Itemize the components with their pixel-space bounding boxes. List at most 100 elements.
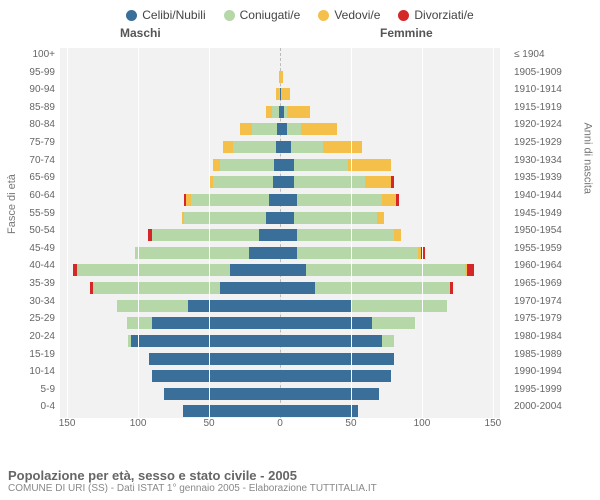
- bar-segment: [135, 247, 249, 259]
- bar-segment: [287, 106, 310, 118]
- birth-label: 1930-1934: [510, 154, 599, 168]
- bar-segment: [191, 194, 269, 206]
- bar-segment: [149, 353, 280, 365]
- bar-stack-male: [152, 370, 280, 382]
- gridline: [422, 48, 423, 418]
- caption-subtitle: COMUNE DI URI (SS) - Dati ISTAT 1° genna…: [8, 483, 377, 494]
- bar-stack-male: [135, 247, 280, 259]
- bar-segment: [294, 212, 376, 224]
- gridline: [209, 48, 210, 418]
- legend-swatch: [224, 10, 235, 21]
- legend: Celibi/NubiliConiugati/eVedovi/eDivorzia…: [0, 0, 600, 26]
- birth-label: 1910-1914: [510, 83, 599, 97]
- bar-segment: [297, 247, 418, 259]
- bar-stack-male: [209, 176, 280, 188]
- pyramid-row: [60, 281, 500, 299]
- legend-swatch: [126, 10, 137, 21]
- bar-segment: [280, 405, 358, 417]
- age-label: 30-34: [0, 295, 55, 309]
- bar-segment: [394, 229, 401, 241]
- bar-segment: [152, 370, 280, 382]
- legend-item: Celibi/Nubili: [126, 8, 205, 22]
- bar-segment: [152, 229, 258, 241]
- bar-segment: [233, 141, 276, 153]
- birth-label: 1960-1964: [510, 259, 599, 273]
- age-label: 75-79: [0, 136, 55, 150]
- birth-label: 2000-2004: [510, 400, 599, 414]
- bar-segment: [377, 212, 384, 224]
- bar-segment: [323, 141, 363, 153]
- x-tick: 50: [345, 418, 356, 429]
- age-label: 50-54: [0, 224, 55, 238]
- x-tick: 100: [414, 418, 431, 429]
- pyramid-row: [60, 334, 500, 352]
- bar-stack-female: [280, 317, 415, 329]
- birth-label: 1940-1944: [510, 189, 599, 203]
- y-axis-left: 100+95-9990-9485-8980-8475-7970-7465-696…: [0, 48, 60, 418]
- bar-segment: [281, 88, 290, 100]
- bar-segment: [259, 229, 280, 241]
- bar-segment: [93, 282, 221, 294]
- bar-segment: [291, 141, 322, 153]
- bar-segment: [315, 282, 450, 294]
- bar-segment: [280, 300, 351, 312]
- x-tick: 100: [130, 418, 147, 429]
- bar-segment: [240, 123, 251, 135]
- x-axis: 15010050050100150: [60, 418, 500, 436]
- bar-segment: [294, 159, 348, 171]
- bar-segment: [280, 194, 297, 206]
- pyramid-row: [60, 246, 500, 264]
- bar-segment: [164, 388, 280, 400]
- bar-segment: [450, 282, 453, 294]
- pyramid-row: [60, 87, 500, 105]
- bar-segment: [252, 123, 278, 135]
- pyramid-row: [60, 140, 500, 158]
- bar-segment: [280, 159, 294, 171]
- bar-stack-male: [148, 229, 280, 241]
- age-label: 5-9: [0, 383, 55, 397]
- age-label: 0-4: [0, 400, 55, 414]
- bar-stack-female: [280, 264, 474, 276]
- bar-stack-female: [280, 229, 401, 241]
- birth-label: 1925-1929: [510, 136, 599, 150]
- pyramid-row: [60, 316, 500, 334]
- caption: Popolazione per età, sesso e stato civil…: [8, 468, 377, 494]
- birth-label: 1970-1974: [510, 295, 599, 309]
- birth-label: 1980-1984: [510, 330, 599, 344]
- y-axis-right: ≤ 19041905-19091910-19141915-19191920-19…: [510, 48, 600, 418]
- bar-segment: [351, 300, 448, 312]
- birth-label: 1905-1909: [510, 66, 599, 80]
- pyramid-row: [60, 299, 500, 317]
- legend-swatch: [398, 10, 409, 21]
- bar-stack-female: [280, 123, 337, 135]
- birth-label: 1995-1999: [510, 383, 599, 397]
- bar-segment: [117, 300, 188, 312]
- x-tick: 50: [203, 418, 214, 429]
- header-male: Maschi: [120, 26, 161, 40]
- age-label: 95-99: [0, 66, 55, 80]
- pyramid-row: [60, 263, 500, 281]
- age-label: 35-39: [0, 277, 55, 291]
- bar-stack-male: [127, 317, 280, 329]
- bar-stack-female: [280, 388, 379, 400]
- gridline: [67, 48, 68, 418]
- birth-label: 1935-1939: [510, 171, 599, 185]
- age-label: 25-29: [0, 312, 55, 326]
- bar-segment: [77, 264, 230, 276]
- bar-stack-female: [280, 405, 358, 417]
- pyramid-row: [60, 369, 500, 387]
- bar-segment: [280, 282, 315, 294]
- legend-label: Coniugati/e: [240, 8, 301, 22]
- bar-stack-male: [223, 141, 280, 153]
- gridline: [138, 48, 139, 418]
- bar-stack-female: [280, 176, 394, 188]
- age-label: 60-64: [0, 189, 55, 203]
- bar-segment: [301, 123, 336, 135]
- bar-segment: [127, 317, 153, 329]
- bar-segment: [280, 370, 391, 382]
- age-label: 20-24: [0, 330, 55, 344]
- birth-label: 1990-1994: [510, 365, 599, 379]
- bar-stack-male: [184, 194, 280, 206]
- pyramid-row: [60, 70, 500, 88]
- age-label: 85-89: [0, 101, 55, 115]
